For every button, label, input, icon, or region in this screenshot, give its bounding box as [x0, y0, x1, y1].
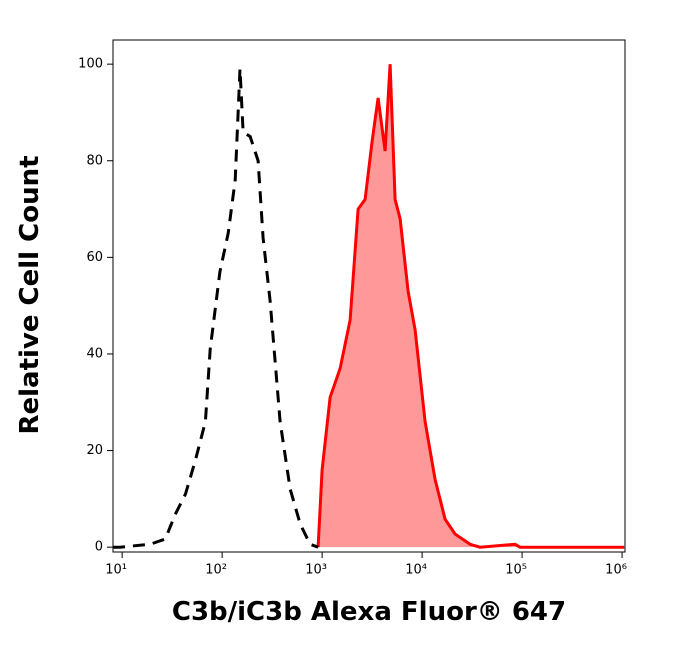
x-tick-label: 10⁵: [505, 563, 527, 578]
y-tick-label: 100: [78, 57, 103, 72]
x-tick-label: 10²: [205, 563, 227, 578]
line: [113, 68, 319, 549]
x-tick-label: 10³: [305, 563, 327, 578]
x-axis-label: C3b/iC3b Alexa Fluor® 647: [172, 597, 566, 627]
area: [318, 64, 625, 548]
y-tick-label: 0: [95, 540, 103, 555]
line: [316, 64, 625, 549]
y-tick-label: 20: [86, 443, 103, 458]
y-tick-label: 40: [86, 346, 103, 361]
plot-frame: [112, 39, 626, 553]
y-tick-label: 80: [86, 153, 103, 168]
x-tick-label: 10¹: [105, 563, 127, 578]
y-axis-label: Relative Cell Count: [15, 155, 45, 434]
y-tick-label: 60: [86, 250, 103, 265]
x-tick-label: 10⁶: [605, 563, 627, 578]
x-tick-label: 10⁴: [405, 563, 427, 578]
